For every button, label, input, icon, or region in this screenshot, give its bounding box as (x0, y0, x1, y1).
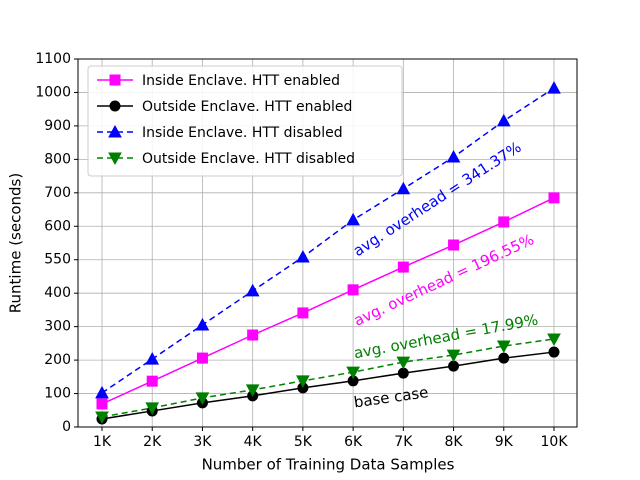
data-point (446, 349, 461, 363)
data-point (548, 192, 560, 204)
data-point (297, 307, 309, 319)
data-point (95, 385, 109, 399)
data-point (245, 283, 260, 297)
data-point (448, 360, 460, 372)
series-line (101, 338, 555, 418)
data-point (96, 398, 108, 410)
legend-marker (109, 74, 121, 86)
y-tick-label: 400 (44, 285, 71, 301)
data-point (347, 284, 359, 296)
y-tick-label: 600 (44, 218, 71, 234)
data-point (195, 317, 210, 331)
legend-marker (108, 124, 122, 138)
x-tick-label: 7K (394, 434, 413, 450)
y-tick-label: 1100 (35, 51, 71, 67)
data-point (346, 366, 360, 380)
data-point (396, 356, 411, 370)
data-point (496, 113, 511, 127)
data-point (548, 346, 560, 358)
legend-label: Outside Enclave. HTT disabled (142, 151, 355, 167)
series-line (101, 197, 555, 405)
x-tick-label: 10K (541, 434, 569, 450)
x-tick-label: 2K (143, 434, 162, 450)
legend-label: Outside Enclave. HTT enabled (142, 99, 352, 115)
x-tick-label: 9K (495, 434, 514, 450)
y-tick-label: 0 (62, 419, 71, 435)
data-point (496, 340, 511, 354)
series-line (101, 351, 555, 420)
x-axis-label: Number of Training Data Samples (202, 456, 455, 474)
x-tick-label: 6K (344, 434, 363, 450)
y-tick-label: 800 (44, 151, 71, 167)
data-point (296, 250, 310, 263)
x-tick-label: 3K (193, 434, 212, 450)
series-line (101, 87, 555, 394)
legend-label: Inside Enclave. HTT enabled (142, 73, 340, 89)
y-tick-label: 100 (44, 386, 71, 402)
x-tick-label: 1K (93, 434, 112, 450)
data-point (448, 239, 460, 251)
data-point (245, 384, 260, 397)
data-point (95, 411, 109, 425)
y-tick-label: 550 (44, 252, 71, 268)
x-tick-label: 5K (294, 434, 313, 450)
data-point (195, 392, 210, 405)
data-point (196, 352, 208, 364)
x-tick-label: 8K (445, 434, 464, 450)
y-tick-label: 700 (44, 185, 71, 201)
legend-marker (109, 100, 121, 112)
y-tick-label: 200 (44, 352, 71, 368)
data-point (498, 352, 510, 364)
data-point (446, 149, 461, 163)
plot-frame (77, 58, 578, 428)
data-point (146, 375, 158, 387)
data-point (145, 352, 160, 365)
data-point (547, 81, 561, 94)
data-point (396, 181, 411, 195)
data-point (397, 367, 409, 379)
data-point (346, 212, 360, 226)
y-tick-label: 1000 (35, 84, 71, 100)
data-point (547, 333, 561, 347)
legend-marker (108, 152, 122, 166)
data-point (247, 329, 259, 341)
y-tick-label: 300 (44, 319, 71, 335)
data-point (397, 261, 409, 273)
y-axis-label: Runtime (seconds) (7, 173, 25, 313)
x-tick-label: 4K (244, 434, 263, 450)
data-point (145, 402, 160, 415)
y-tick-label: 900 (44, 118, 71, 134)
legend-box (87, 65, 403, 177)
data-point (498, 216, 510, 228)
data-point (296, 375, 310, 388)
legend-label: Inside Enclave. HTT disabled (142, 125, 343, 141)
